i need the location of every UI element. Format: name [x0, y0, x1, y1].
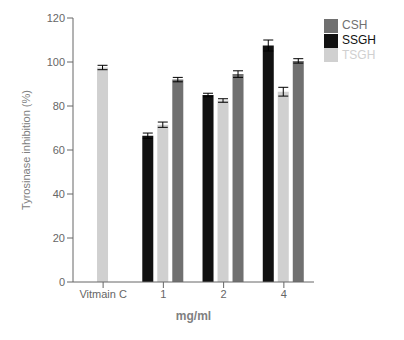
svg-text:20: 20: [53, 232, 65, 244]
svg-text:120: 120: [47, 12, 65, 24]
svg-text:80: 80: [53, 100, 65, 112]
svg-text:60: 60: [53, 144, 65, 156]
svg-text:Vitmain C: Vitmain C: [79, 288, 127, 300]
svg-text:Tyrosinase inhibition (%): Tyrosinase inhibition (%): [20, 90, 32, 210]
svg-text:1: 1: [160, 288, 166, 300]
svg-text:0: 0: [59, 276, 65, 288]
svg-text:4: 4: [281, 288, 287, 300]
svg-text:40: 40: [53, 188, 65, 200]
html-text:SSGH: SSGH: [342, 32, 376, 47]
html-text:CSH: CSH: [342, 18, 368, 32]
svg-text:mg/ml: mg/ml: [176, 309, 211, 323]
svg-text:2: 2: [221, 288, 227, 300]
html-text:TSGH: TSGH: [342, 47, 376, 62]
svg-text:100: 100: [47, 56, 65, 68]
